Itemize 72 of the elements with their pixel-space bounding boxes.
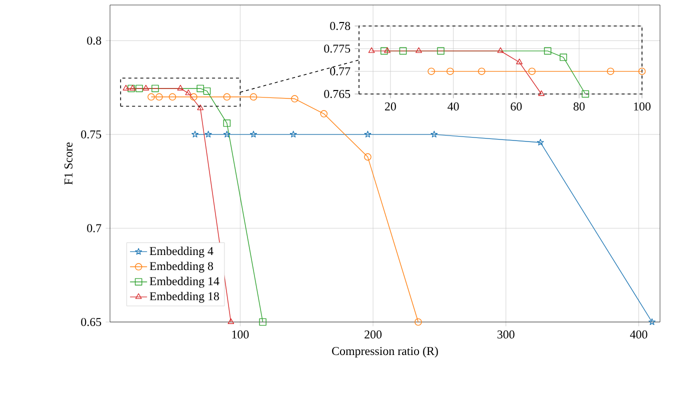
point	[152, 84, 159, 92]
point	[430, 130, 438, 138]
point	[177, 84, 184, 90]
point	[399, 47, 407, 55]
y-tick-label: 0.8	[87, 36, 102, 45]
point	[446, 68, 454, 75]
legend-label: Embedding 4	[150, 246, 214, 258]
point	[528, 68, 536, 75]
point	[290, 130, 297, 138]
point	[259, 318, 266, 326]
y-tick-label: 0.775	[324, 44, 350, 53]
point	[228, 318, 234, 324]
x-tick-label: 100	[232, 330, 249, 338]
point	[320, 110, 328, 118]
x-axis-title: Compression ratio (R)	[332, 346, 438, 358]
y-tick-label: 0.765	[324, 90, 350, 98]
x-tick-label: 400	[630, 330, 648, 338]
point	[648, 318, 656, 326]
x-tick-label: 60	[510, 102, 522, 110]
point	[168, 93, 176, 101]
point	[364, 153, 372, 161]
point	[185, 90, 192, 96]
point	[197, 104, 204, 110]
point	[582, 90, 590, 98]
legend-label: Embedding 8	[150, 262, 214, 273]
point	[606, 68, 614, 75]
point	[196, 84, 204, 92]
point	[416, 47, 422, 53]
point	[223, 93, 231, 101]
point	[560, 54, 568, 61]
point	[364, 130, 372, 138]
point	[204, 130, 212, 138]
point	[384, 47, 391, 53]
point	[156, 93, 163, 101]
point	[136, 84, 143, 92]
y-tick-label: 0.77	[330, 67, 350, 76]
y-tick-label: 0.65	[81, 318, 102, 326]
x-tick-label: 40	[448, 102, 459, 110]
point	[536, 138, 544, 146]
point	[190, 93, 198, 101]
y-axis-title: F1 Score	[64, 142, 72, 185]
point	[516, 58, 523, 64]
legend-label: Embedding 14	[150, 276, 220, 288]
point	[428, 68, 435, 75]
point	[538, 90, 545, 96]
x-tick-label: 80	[574, 102, 585, 110]
point	[291, 95, 298, 102]
legend-label: Embedding 18	[150, 292, 219, 303]
point	[380, 47, 388, 55]
point	[122, 84, 130, 90]
point	[250, 130, 257, 138]
point	[478, 68, 486, 75]
point	[192, 130, 199, 138]
point	[142, 84, 150, 90]
point	[368, 47, 375, 53]
point	[544, 47, 552, 55]
x-tick-label: 200	[364, 330, 382, 338]
point	[148, 93, 155, 101]
point	[638, 68, 646, 75]
y-tick-label: 0.7	[87, 224, 102, 232]
point	[414, 318, 422, 326]
point	[437, 47, 444, 55]
point	[203, 87, 211, 95]
x-tick-label: 300	[498, 330, 514, 338]
point	[223, 130, 230, 138]
y-tick-label: 0.78	[330, 22, 350, 30]
x-tick-label: 20	[385, 102, 396, 110]
y-tick-label: 0.75	[81, 130, 102, 138]
point	[223, 120, 231, 127]
point	[250, 93, 258, 101]
point	[497, 47, 504, 53]
x-tick-label: 100	[634, 102, 651, 110]
